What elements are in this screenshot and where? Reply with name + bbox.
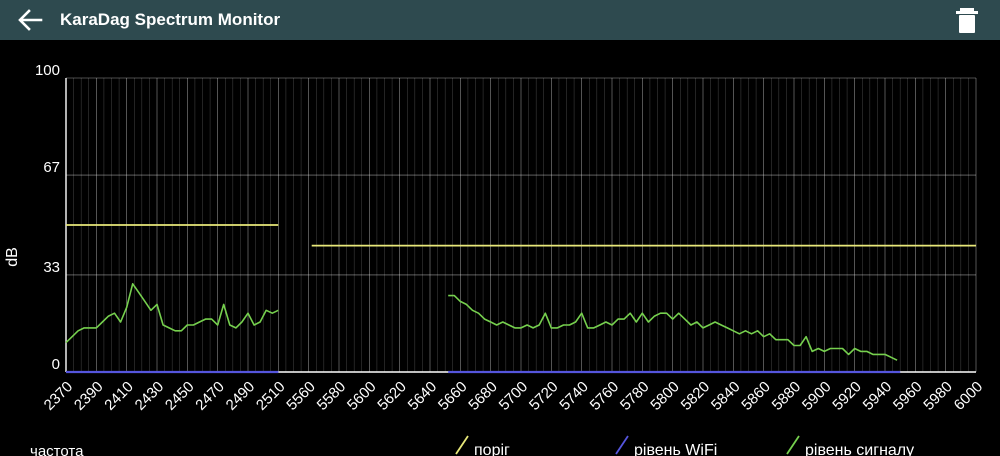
y-tick-label: 33 — [43, 259, 60, 276]
legend-label: рівень сигналу — [805, 442, 914, 456]
series-2-line — [65, 283, 280, 344]
y-axis-label: dB — [4, 247, 21, 267]
x-tick-label: 5920 — [829, 378, 865, 414]
x-tick-label: 5940 — [860, 378, 896, 414]
trash-icon — [956, 8, 978, 33]
x-tick-label: 5680 — [465, 378, 501, 414]
x-tick-label: 6000 — [951, 378, 987, 414]
x-tick-label: 2510 — [253, 378, 289, 414]
legend-label: поріг — [474, 442, 510, 456]
x-tick-label: 2390 — [71, 378, 107, 414]
legend-label: рівень WiFi — [634, 442, 717, 456]
app-bar: KaraDag Spectrum Monitor — [0, 0, 1000, 40]
spectrum-chart: 0 33 67 100 2370239024102430245024702490251… — [4, 62, 987, 456]
x-tick-label: 5600 — [344, 378, 380, 414]
x-tick-label: 5620 — [374, 378, 410, 414]
y-tick-labels: 0 33 67 100 — [35, 62, 60, 373]
legend-marker — [455, 435, 469, 455]
y-tick-label: 100 — [35, 62, 60, 79]
arrow-left-icon — [18, 9, 43, 31]
x-tick-label: 5740 — [556, 378, 592, 414]
x-tick-label: 2470 — [192, 378, 228, 414]
y-tick-label: 67 — [43, 159, 60, 176]
back-button[interactable] — [0, 0, 60, 40]
x-tick-label: 2370 — [41, 378, 77, 414]
x-tick-label: 5980 — [920, 378, 956, 414]
x-tick-label: 5860 — [738, 378, 774, 414]
x-tick-label: 5900 — [799, 378, 835, 414]
chart-series — [65, 224, 976, 374]
x-tick-label: 2450 — [162, 378, 198, 414]
x-tick-label: 5780 — [617, 378, 653, 414]
x-tick-label: 5820 — [678, 378, 714, 414]
x-tick-labels: 2370239024102430245024702490251055605580… — [41, 378, 987, 414]
x-tick-label: 2430 — [132, 378, 168, 414]
x-tick-label: 5720 — [526, 378, 562, 414]
legend-marker — [615, 435, 629, 455]
x-tick-label: 5580 — [314, 378, 350, 414]
x-tick-label: 5800 — [647, 378, 683, 414]
x-tick-label: 2490 — [223, 378, 259, 414]
x-tick-label: 5640 — [405, 378, 441, 414]
x-tick-label: 5840 — [708, 378, 744, 414]
x-tick-label: 5760 — [587, 378, 623, 414]
x-axis-label: частота — [30, 443, 84, 456]
legend: поріг рівень WiFi рівень сигналу — [455, 435, 914, 456]
legend-marker — [786, 435, 800, 455]
x-tick-label: 2410 — [101, 378, 137, 414]
y-tick-label: 0 — [52, 356, 60, 373]
x-tick-label: 5960 — [890, 378, 926, 414]
x-tick-label: 5880 — [769, 378, 805, 414]
x-tick-label: 5660 — [435, 378, 471, 414]
delete-button[interactable] — [954, 6, 980, 34]
x-tick-label: 5560 — [283, 378, 319, 414]
x-tick-label: 5700 — [496, 378, 532, 414]
series-2-line — [448, 294, 898, 361]
app-title: KaraDag Spectrum Monitor — [60, 10, 281, 29]
